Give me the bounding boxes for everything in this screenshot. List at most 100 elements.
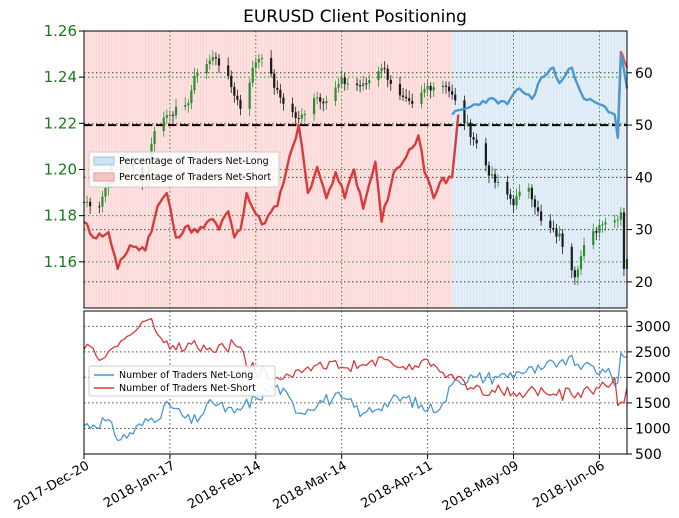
candle-body xyxy=(168,114,171,116)
net-long-pct-line xyxy=(451,53,629,140)
date-tick-label: 2017-Dec-20 xyxy=(12,458,92,513)
candle-body xyxy=(196,73,199,76)
candle-body xyxy=(254,62,257,68)
trader-count-panel: 500 1000 1500 2000 2500 3000 Number of Trader… xyxy=(83,310,671,463)
candle-body xyxy=(362,83,365,87)
candle-body xyxy=(187,103,190,106)
candle-body xyxy=(622,212,626,269)
candle-body xyxy=(184,105,187,107)
candle-body xyxy=(312,98,316,115)
candle-body xyxy=(408,98,411,101)
candle-body xyxy=(303,114,306,116)
candle-body xyxy=(316,97,319,99)
candle-body xyxy=(490,174,494,176)
count-tick-label: 500 xyxy=(635,447,662,463)
candle-body xyxy=(469,122,472,138)
candle-body xyxy=(540,211,543,221)
candle-body xyxy=(558,233,561,237)
candle-body xyxy=(359,85,362,87)
candle-body xyxy=(533,199,537,208)
candle-body xyxy=(276,87,279,90)
candle-body xyxy=(340,77,343,85)
legend-label-long: Percentage of Traders Net-Long xyxy=(119,156,269,167)
candle-body xyxy=(211,57,214,61)
bottom-legend: Number of Traders Net-Long Number of Tra… xyxy=(88,365,276,397)
price-tick-label: 1.24 xyxy=(44,68,77,86)
candle-body xyxy=(239,99,242,109)
candle-body xyxy=(208,60,211,65)
legend-label-short: Percentage of Traders Net-Short xyxy=(119,172,271,183)
legend-label-count-long: Number of Traders Net-Long xyxy=(119,370,253,381)
candle-body xyxy=(233,86,236,96)
candle-body xyxy=(89,201,92,207)
candle-body xyxy=(343,77,346,85)
candle-body xyxy=(579,256,583,270)
candle-body xyxy=(613,220,616,223)
candle-body xyxy=(518,191,521,196)
candle-body xyxy=(380,68,383,72)
percent-tick-label: 20 xyxy=(635,275,653,291)
count-tick-label: 2000 xyxy=(635,370,671,386)
price-axis: 1.16 1.18 1.20 1.22 1.24 1.26 xyxy=(44,22,84,271)
candle-body xyxy=(582,244,586,257)
chart-title: EURUSD Client Positioning xyxy=(243,7,467,27)
candle-body xyxy=(472,137,475,140)
percent-tick-label: 30 xyxy=(635,223,653,239)
top-legend: Percentage of Traders Net-Long Percentag… xyxy=(88,151,280,188)
candle-body xyxy=(570,246,573,271)
candle-body xyxy=(619,212,622,220)
candle-body xyxy=(604,222,607,225)
candle-body xyxy=(270,57,273,74)
candle-body xyxy=(447,86,451,92)
candle-body xyxy=(104,187,107,197)
date-tick-label: 2018-Feb-14 xyxy=(185,458,264,512)
count-tick-label: 1000 xyxy=(635,421,671,437)
candle-body xyxy=(598,224,601,233)
candle-body xyxy=(98,206,101,208)
candle-body xyxy=(432,87,435,91)
candle-body xyxy=(475,139,478,144)
date-tick-label: 2018-Mar-14 xyxy=(271,458,350,512)
date-tick-label: 2018-Jan-17 xyxy=(101,458,178,511)
candle-body xyxy=(257,58,260,63)
candle-body xyxy=(573,270,576,278)
candle-body xyxy=(236,95,239,100)
price-positioning-panel: 1.16 1.18 1.20 1.22 1.24 1.26 20 30 40 50 60 Perc… xyxy=(44,22,653,309)
candle-body xyxy=(217,58,221,66)
candle-body xyxy=(205,64,208,74)
candle-body xyxy=(429,85,432,91)
candle-body xyxy=(291,103,294,113)
candle-body xyxy=(451,91,454,95)
candle-body xyxy=(346,83,349,85)
candle-body xyxy=(561,233,564,247)
candle-body xyxy=(377,71,380,81)
candle-body xyxy=(576,269,580,278)
net-long-count-line xyxy=(83,352,627,442)
candle-body xyxy=(512,198,515,206)
candle-body xyxy=(398,83,402,96)
legend-swatch-long xyxy=(93,156,115,166)
candle-body xyxy=(230,75,233,87)
candle-body xyxy=(214,57,218,59)
candle-body xyxy=(509,194,512,199)
candle-body xyxy=(322,101,325,104)
candle-body xyxy=(165,115,168,118)
candle-body xyxy=(386,68,389,80)
candle-body xyxy=(227,65,230,76)
percent-tick-label: 60 xyxy=(635,66,653,82)
candle-body xyxy=(282,97,285,104)
percent-axis: 20 30 40 50 60 xyxy=(627,66,653,291)
legend-label-count-short: Number of Traders Net-Short xyxy=(119,383,256,394)
candle-body xyxy=(592,230,595,245)
count-axis: 500 1000 1500 2000 2500 3000 xyxy=(627,319,671,463)
candle-body xyxy=(337,84,340,88)
net-short-pct-line xyxy=(83,114,460,270)
candle-body xyxy=(441,85,445,88)
price-tick-label: 1.22 xyxy=(44,114,77,132)
candle-body xyxy=(530,187,533,200)
candle-body xyxy=(297,117,300,119)
candle-body xyxy=(101,196,104,207)
candle-body xyxy=(527,187,530,192)
candle-body xyxy=(334,87,337,102)
candle-body xyxy=(365,83,368,85)
